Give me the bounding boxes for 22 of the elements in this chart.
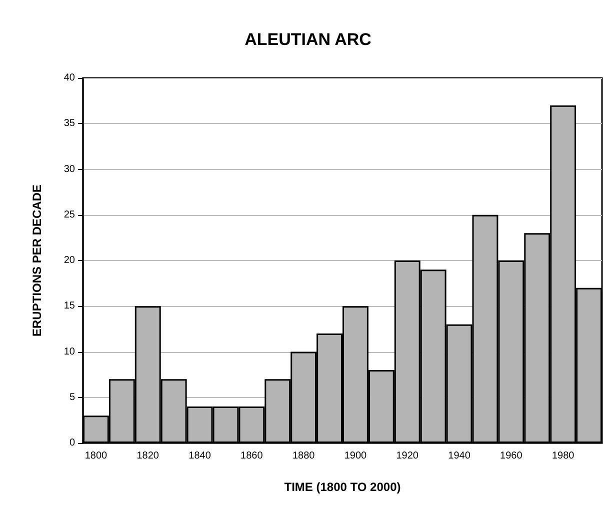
x-axis-title: TIME (1800 TO 2000) — [284, 480, 401, 494]
x-tick-label: 1940 — [448, 450, 471, 462]
y-tick-label: 15 — [64, 300, 76, 312]
y-tick-label: 40 — [64, 72, 76, 84]
x-tick-label: 1860 — [240, 450, 264, 462]
y-tick-label: 30 — [64, 164, 76, 175]
x-tick-label: 1880 — [292, 450, 316, 462]
y-tick-label: 0 — [69, 438, 76, 448]
x-tick-label: 1960 — [500, 450, 523, 462]
y-tick-label: 35 — [64, 118, 76, 130]
x-tick-label: 1820 — [136, 450, 160, 462]
y-tick-label: 5 — [69, 392, 76, 403]
y-tick-label: 10 — [64, 346, 76, 358]
x-tick-label: 1800 — [84, 450, 108, 462]
y-tick-label: 25 — [64, 209, 76, 220]
chart-title: ALEUTIAN ARC — [244, 30, 372, 49]
x-tick-label: 1980 — [552, 450, 575, 462]
x-tick-label: 1920 — [396, 450, 419, 462]
y-tick-label: 20 — [64, 255, 76, 266]
x-tick-label: 1840 — [188, 450, 212, 462]
y-axis-title: ERUPTIONS PER DECADE — [30, 184, 44, 337]
x-tick-label: 1900 — [344, 450, 368, 462]
